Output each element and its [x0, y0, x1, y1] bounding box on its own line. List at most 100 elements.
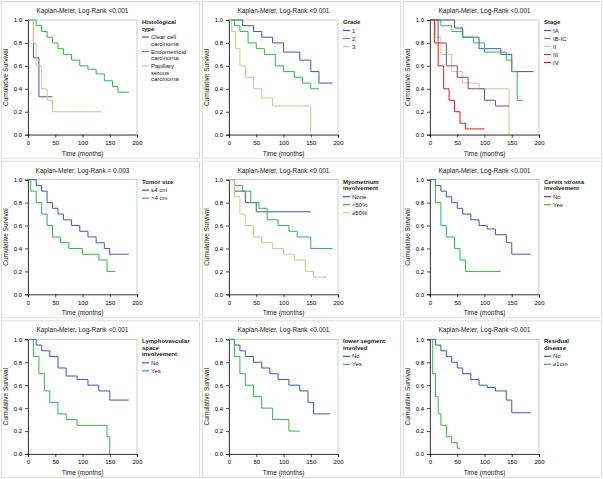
plot-area	[430, 180, 531, 272]
y-tick-label: 0.0	[14, 132, 23, 138]
legend-entry: 2	[352, 36, 356, 42]
y-tick-mark	[427, 180, 430, 181]
y-axis-title: Cumulative Survival	[404, 208, 411, 266]
y-tick-mark	[226, 43, 229, 44]
panel: 0501001502000.00.20.40.60.81.0Kaplan-Mei…	[203, 321, 401, 478]
legend-entry: No	[553, 353, 561, 359]
x-tick: 100	[480, 294, 491, 305]
y-tick-label: 0.8	[215, 40, 224, 46]
legend-swatch	[544, 54, 551, 55]
y-tick: 0.8	[14, 360, 28, 366]
y-tick-mark	[226, 271, 229, 272]
plot-area	[229, 20, 333, 135]
x-tick-label: 100	[279, 300, 290, 306]
chart-title: Kaplan-Meier, Log-Rank <0.001	[37, 7, 129, 15]
y-tick: 0.4	[14, 246, 28, 252]
y-tick-label: 0.8	[416, 40, 425, 46]
legend: Cervix stromainvolvementNoYes	[544, 179, 585, 208]
y-axis: 0.00.20.40.60.81.0	[14, 17, 29, 138]
y-tick-label: 0.8	[215, 200, 224, 206]
legend-swatch	[544, 356, 551, 357]
legend-swatch	[343, 196, 350, 197]
y-tick-mark	[226, 294, 229, 295]
y-tick-label: 0.2	[416, 269, 425, 275]
y-tick-mark	[25, 112, 28, 113]
x-tick-mark	[512, 294, 513, 297]
y-tick-mark	[427, 385, 430, 386]
x-tick: 0	[429, 135, 433, 146]
legend-swatch	[142, 65, 149, 66]
legend-title: Residualdisease	[544, 338, 569, 351]
x-tick-label: 200	[534, 300, 545, 306]
y-tick-mark	[25, 431, 28, 432]
x-tick-label: 100	[78, 140, 89, 146]
y-tick: 0.8	[215, 40, 229, 46]
survival-curve	[28, 20, 102, 112]
y-axis: 0.00.20.40.60.81.0	[14, 337, 29, 458]
survival-curve	[229, 20, 319, 89]
x-tick-label: 0	[228, 140, 232, 146]
legend-title: Tumor size	[142, 179, 174, 185]
legend-swatch	[544, 30, 551, 31]
y-tick-label: 0.0	[14, 292, 23, 298]
legend-swatch	[343, 212, 350, 213]
y-tick-mark	[25, 248, 28, 249]
y-tick: 0.4	[416, 246, 430, 252]
y-tick-label: 0.8	[14, 360, 23, 366]
y-tick-label: 0.0	[215, 451, 224, 457]
x-tick: 200	[333, 135, 344, 146]
y-tick-label: 0.4	[215, 86, 224, 92]
panel: 0501001502000.00.20.40.60.81.0Kaplan-Mei…	[203, 2, 401, 159]
x-axis-line	[431, 455, 540, 458]
y-axis-title: Cumulative Survival	[2, 367, 9, 425]
x-tick: 0	[27, 294, 31, 305]
x-tick-mark	[110, 135, 111, 138]
x-axis: 050100150200	[228, 135, 344, 146]
panel-border	[404, 2, 602, 159]
x-tick-label: 150	[105, 300, 116, 306]
legend-entry: ≤4 cm	[151, 187, 167, 193]
y-axis-title: Cumulative Survival	[404, 367, 411, 425]
y-tick-label: 0.0	[416, 292, 425, 298]
legend-entry: None	[352, 194, 367, 200]
y-tick: 0.0	[416, 292, 430, 298]
y-axis: 0.00.20.40.60.81.0	[215, 17, 230, 138]
y-tick: 0.2	[416, 269, 430, 275]
x-tick-label: 0	[228, 300, 232, 306]
legend-entry: Endometrioidcarcinoma	[151, 49, 186, 62]
x-axis: 050100150200	[27, 135, 143, 146]
y-tick: 0.0	[14, 132, 28, 138]
y-axis-line	[427, 340, 431, 455]
plot-area	[28, 339, 129, 454]
panel-border	[2, 161, 200, 318]
panel-border	[203, 2, 401, 159]
chart-title: Kaplan-Meier, Log-Rank <0.001	[238, 7, 330, 15]
legend-title: Stage	[544, 19, 561, 25]
y-tick-mark	[25, 180, 28, 181]
y-tick-mark	[25, 271, 28, 272]
y-tick-label: 0.0	[215, 292, 224, 298]
plot-frame	[430, 339, 539, 454]
y-tick-mark	[25, 294, 28, 295]
survival-curve	[28, 20, 129, 92]
panel-border	[2, 2, 200, 159]
x-tick: 50	[253, 135, 260, 146]
x-tick-label: 100	[480, 140, 491, 146]
chart-title: Kaplan-Meier, Log-Rank = 0.003	[36, 167, 130, 175]
x-tick: 0	[429, 294, 433, 305]
chart-title: Kaplan-Meier, Log-Rank <0.001	[439, 7, 531, 15]
x-tick-mark	[137, 454, 138, 457]
y-tick-mark	[427, 248, 430, 249]
x-axis-line	[29, 135, 138, 138]
y-tick-label: 0.4	[416, 406, 425, 412]
survival-curve	[229, 20, 311, 135]
y-tick-mark	[427, 294, 430, 295]
legend: Grade123	[343, 19, 361, 50]
y-tick: 0.0	[416, 451, 430, 457]
panel: 0501001502000.00.20.40.60.81.0Kaplan-Mei…	[2, 321, 200, 478]
x-tick-label: 100	[78, 300, 89, 306]
x-tick: 150	[105, 454, 116, 465]
y-tick-mark	[25, 339, 28, 340]
x-tick: 0	[228, 135, 232, 146]
chart-title: Kaplan-Meier, Log-Rank <0.001	[238, 326, 330, 334]
